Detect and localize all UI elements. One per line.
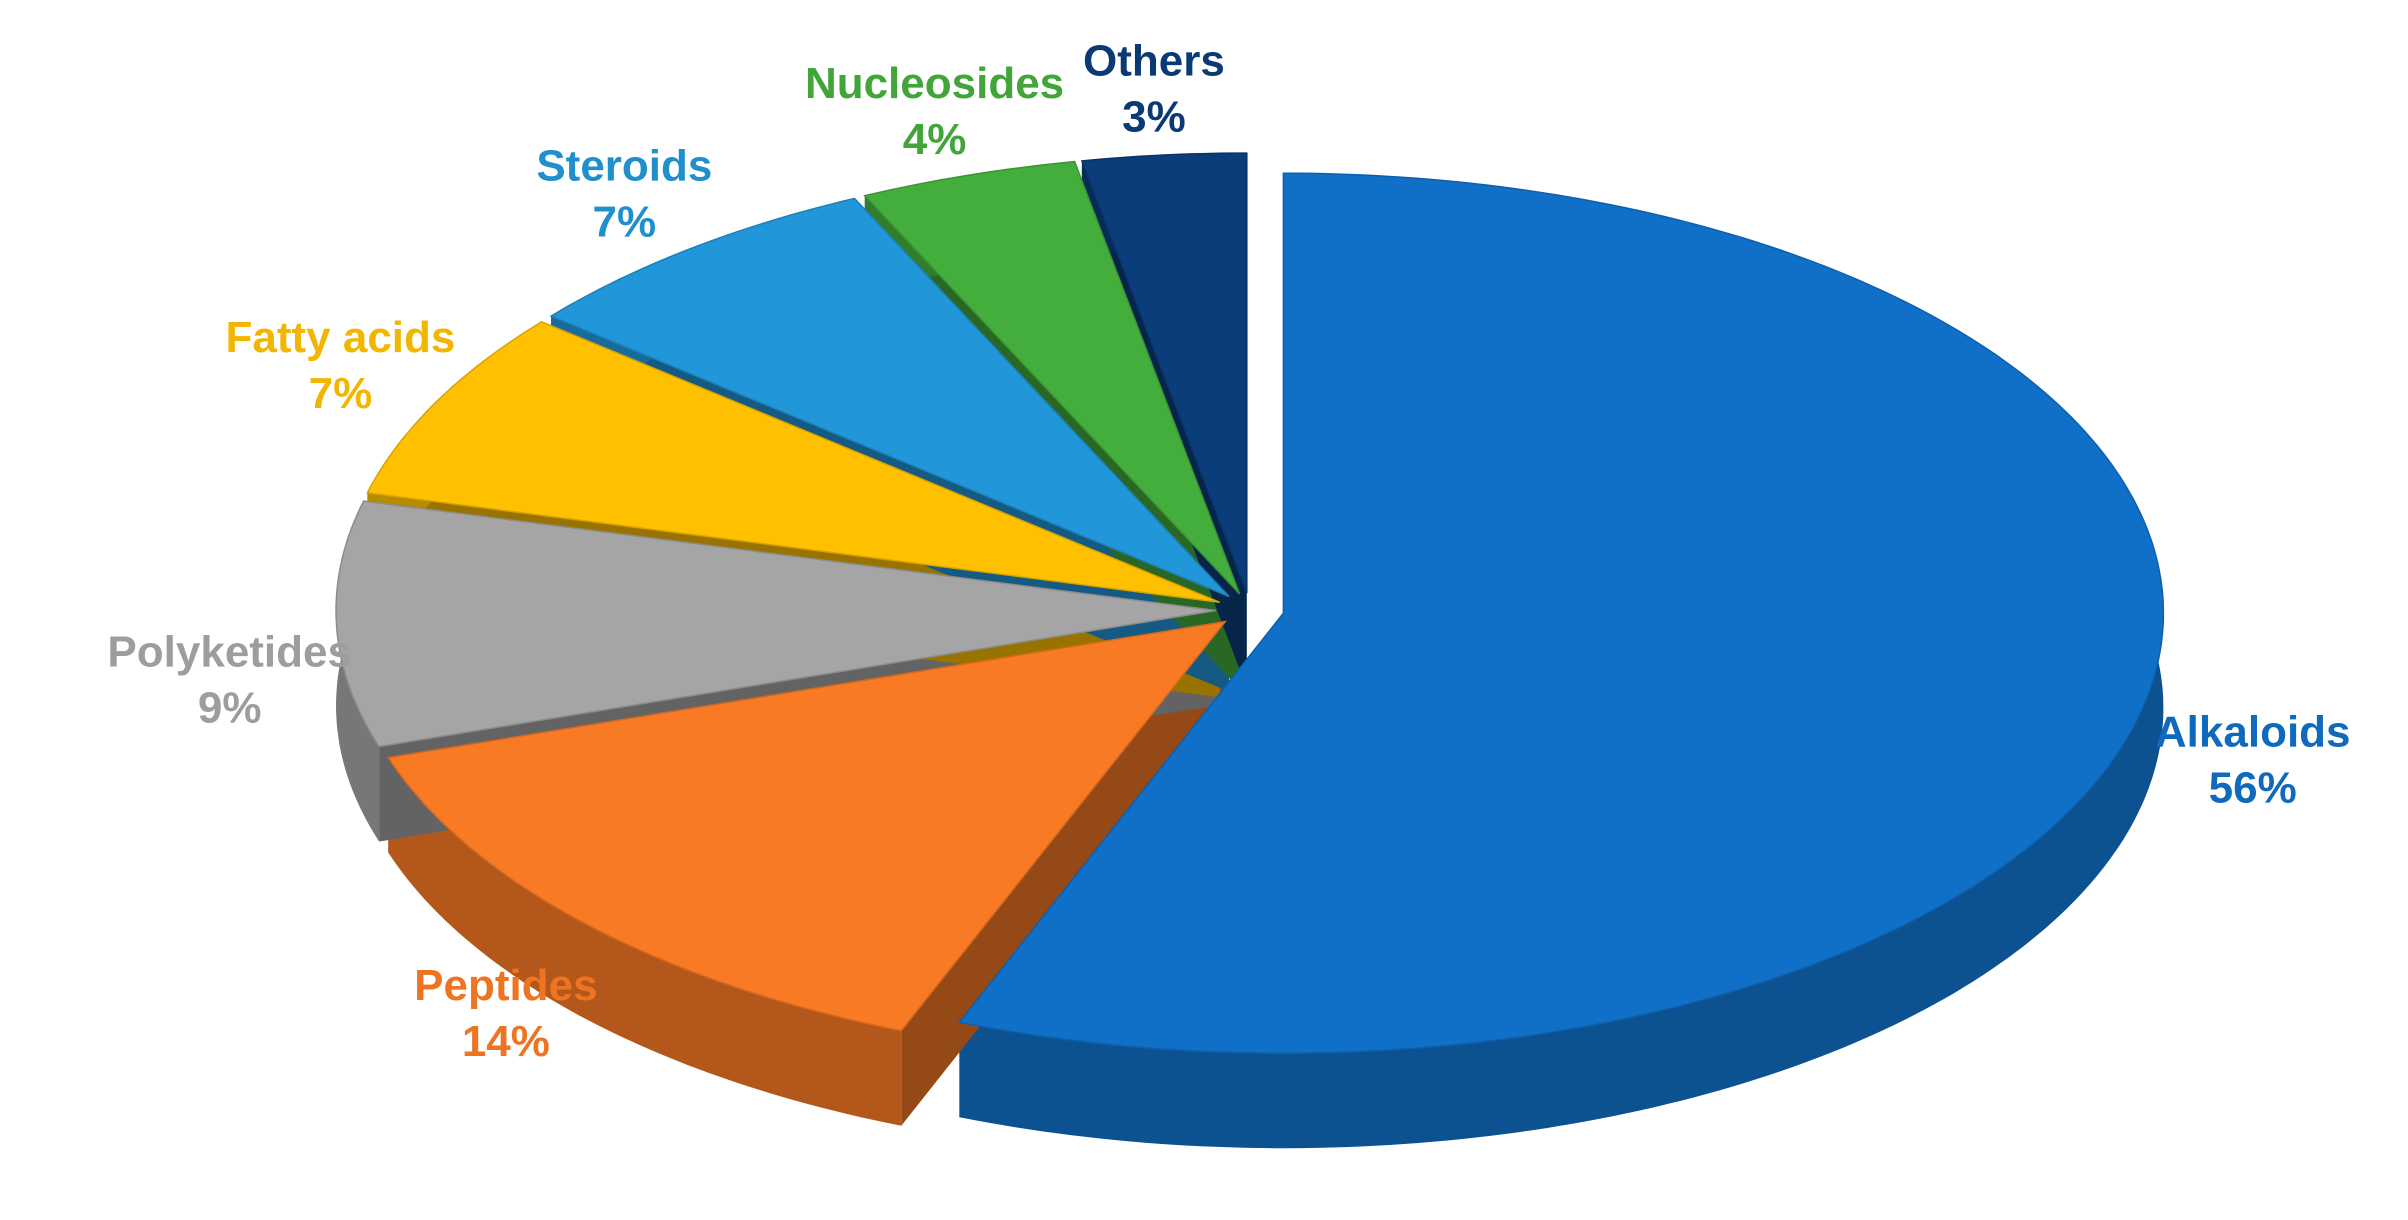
value-label: 3%: [1122, 92, 1186, 141]
category-label: Alkaloids: [2155, 707, 2351, 756]
slice: [863, 160, 1241, 595]
value-label: 56%: [2209, 763, 2297, 812]
slice-side: [959, 173, 2164, 1149]
slice: [366, 320, 1220, 604]
category-label: Steroids: [536, 141, 712, 190]
value-label: 7%: [309, 369, 373, 418]
value-label: 7%: [593, 197, 657, 246]
category-label: Peptides: [414, 961, 597, 1010]
slice-side: [388, 757, 902, 1126]
category-label: Others: [1083, 36, 1225, 85]
slice: [1080, 152, 1248, 594]
slice: [387, 620, 1227, 1032]
category-label: Fatty acids: [226, 313, 456, 362]
category-label: Polyketides: [107, 628, 352, 677]
slice: [335, 500, 1217, 748]
slice: [549, 197, 1230, 598]
value-label: 14%: [462, 1017, 550, 1066]
value-label: 4%: [903, 115, 967, 164]
category-label: Nucleosides: [805, 59, 1064, 108]
value-label: 9%: [198, 684, 262, 733]
slice: [958, 172, 2165, 1054]
